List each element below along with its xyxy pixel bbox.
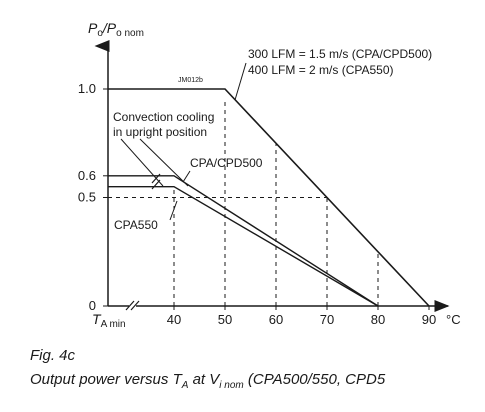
convection-leader-b bbox=[139, 138, 189, 187]
convection-label-line1: Convection cooling bbox=[113, 110, 214, 124]
airflow-label-line2: 400 LFM = 2 m/s (CPA550) bbox=[248, 63, 394, 77]
cpa500-label: CPA/CPD500 bbox=[190, 156, 263, 170]
x-tick-label-70: 70 bbox=[320, 312, 334, 327]
x-tick-label-60: 60 bbox=[269, 312, 283, 327]
convection-label-line2: in upright position bbox=[113, 125, 207, 139]
cpa550-label: CPA550 bbox=[114, 218, 158, 232]
series-line-2 bbox=[108, 175, 379, 307]
cpa500-leader bbox=[182, 170, 191, 183]
x-axis-start-label: TA min bbox=[92, 311, 126, 330]
y-tick-label-0.6: 0.6 bbox=[78, 168, 96, 183]
figure-number: Fig. 4c bbox=[30, 347, 76, 364]
y-axis-label: Po/Po nom bbox=[88, 20, 144, 39]
x-axis-break bbox=[125, 300, 140, 312]
x-unit-label: °C bbox=[446, 312, 461, 327]
x-tick-label-90: 90 bbox=[422, 312, 436, 327]
convection-leader-a bbox=[120, 138, 164, 187]
code-label: JM012b bbox=[178, 77, 203, 84]
cpa550-leader bbox=[169, 200, 178, 221]
x-tick-label-40: 40 bbox=[167, 312, 181, 327]
y-tick-label-1: 1.0 bbox=[78, 81, 96, 96]
y-tick-label-0.5: 0.5 bbox=[78, 190, 96, 205]
x-tick-label-80: 80 bbox=[371, 312, 385, 327]
figure-caption: Output power versus TA at Vi nom (CPA500… bbox=[30, 371, 386, 391]
x-tick-label-50: 50 bbox=[218, 312, 232, 327]
airflow-leader bbox=[234, 62, 247, 101]
series-line-1 bbox=[108, 88, 430, 307]
y-tick-label-0: 0 bbox=[89, 298, 96, 313]
series-line-3 bbox=[108, 185, 379, 307]
airflow-label-line1: 300 LFM = 1.5 m/s (CPA/CPD500) bbox=[248, 47, 432, 61]
